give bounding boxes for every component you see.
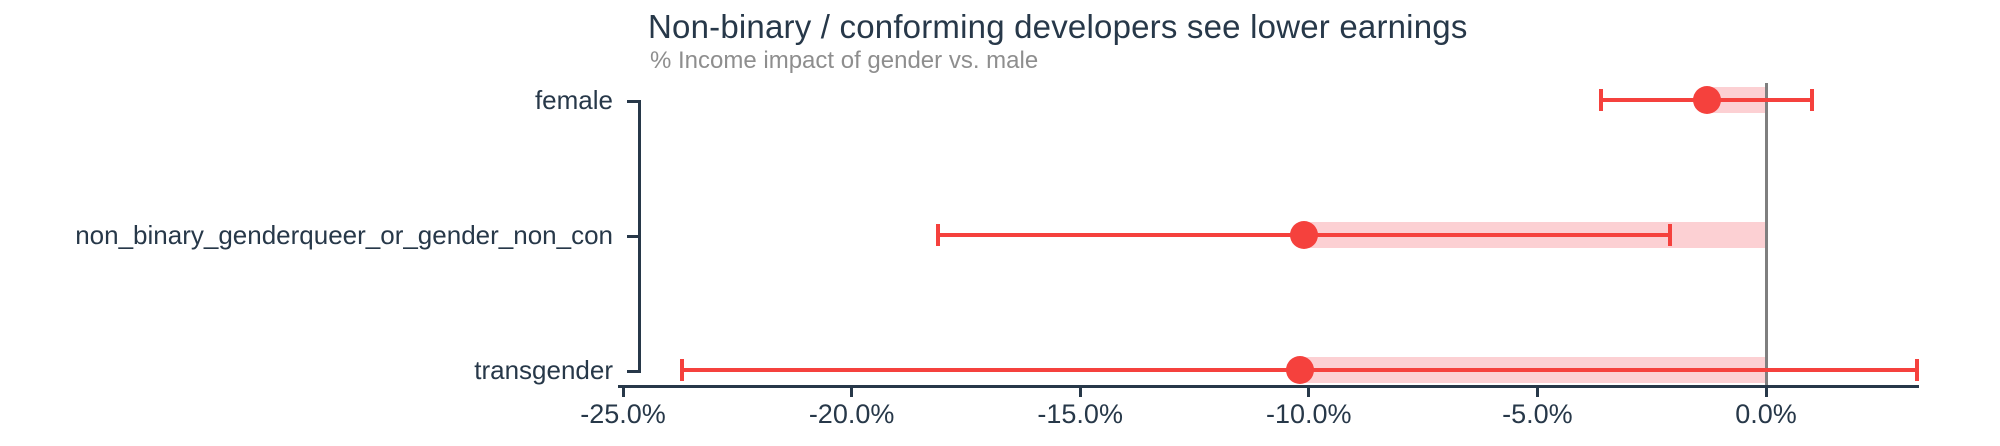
x-axis-tick — [621, 388, 625, 397]
estimate-dot — [1290, 221, 1319, 249]
x-axis-tick-label: -20.0% — [808, 399, 895, 429]
ci-cap-high — [1667, 224, 1672, 246]
x-axis-tick — [850, 388, 854, 397]
x-axis-tick — [1535, 388, 1539, 397]
ci-cap-high — [1809, 89, 1814, 111]
x-axis-tick-label: -10.0% — [1266, 399, 1352, 429]
y-axis-category-label: transgender — [474, 355, 613, 385]
plot-panel: -25.0% -20.0% -15.0% -10.0% -5.0% 0.0% — [580, 83, 1919, 429]
estimate-dot — [1692, 86, 1721, 114]
x-axis-tick-label: -5.0% — [1502, 399, 1573, 429]
y-axis-tick — [627, 100, 639, 103]
ci-cap-low — [680, 359, 685, 381]
x-axis-tick — [1078, 388, 1082, 397]
x-axis-tick-label: -15.0% — [1037, 399, 1123, 429]
x-axis-tick-label: -25.0% — [580, 399, 666, 429]
ci-cap-low — [1599, 89, 1604, 111]
zero-reference-line — [1764, 83, 1768, 385]
x-axis-tick-label: 0.0% — [1735, 399, 1797, 429]
y-axis-category-label: female — [534, 85, 613, 115]
y-axis-tick — [627, 235, 639, 238]
chart-title: Non-binary / conforming developers see l… — [648, 8, 1468, 45]
chart-subtitle: % Income impact of gender vs. male — [650, 47, 1039, 74]
y-axis-category-label: non_binary_genderqueer_or_gender_non_con — [75, 220, 613, 250]
x-axis-line — [618, 385, 1919, 388]
estimate-dot — [1285, 356, 1314, 384]
ci-cap-low — [936, 224, 941, 246]
y-axis-line — [637, 100, 641, 373]
x-axis-tick — [1764, 388, 1768, 397]
ci-cap-high — [1914, 359, 1919, 381]
y-axis-tick — [627, 370, 639, 373]
x-axis-tick — [1307, 388, 1311, 397]
